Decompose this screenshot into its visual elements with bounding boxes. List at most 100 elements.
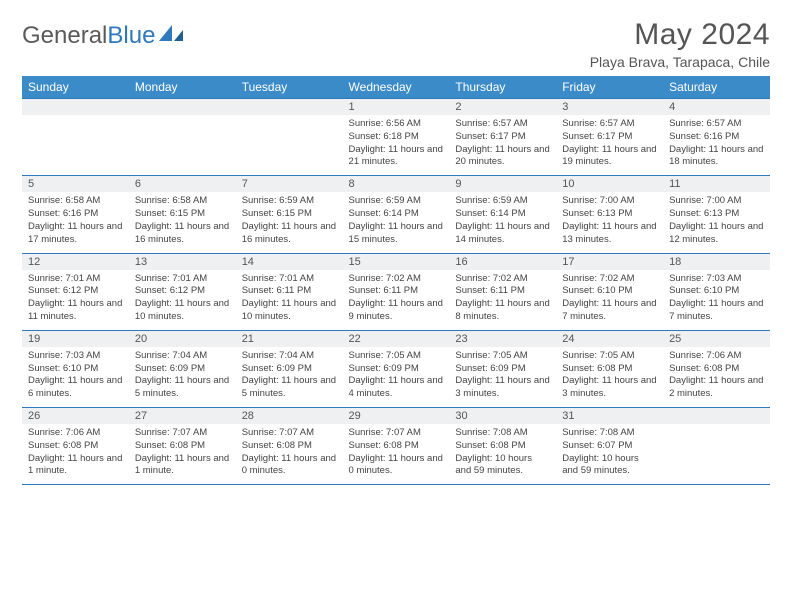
sunset-text: Sunset: 6:16 PM — [28, 208, 123, 221]
sunset-text: Sunset: 6:11 PM — [242, 285, 337, 298]
daylight-text: Daylight: 11 hours and 8 minutes. — [455, 298, 550, 324]
calendar-day-cell: 29Sunrise: 7:07 AMSunset: 6:08 PMDayligh… — [343, 408, 450, 485]
sunrise-text: Sunrise: 7:07 AM — [135, 427, 230, 440]
sunset-text: Sunset: 6:08 PM — [455, 440, 550, 453]
dow-friday: Friday — [556, 76, 663, 99]
calendar-day-cell — [129, 99, 236, 176]
sunset-text: Sunset: 6:14 PM — [349, 208, 444, 221]
day-number: 23 — [449, 331, 556, 347]
calendar-week-row: 5Sunrise: 6:58 AMSunset: 6:16 PMDaylight… — [22, 176, 770, 253]
day-details: Sunrise: 7:00 AMSunset: 6:13 PMDaylight:… — [556, 192, 663, 252]
calendar-day-cell — [663, 408, 770, 485]
sunset-text: Sunset: 6:12 PM — [28, 285, 123, 298]
day-number — [22, 99, 129, 115]
calendar-day-cell: 26Sunrise: 7:06 AMSunset: 6:08 PMDayligh… — [22, 408, 129, 485]
day-number: 21 — [236, 331, 343, 347]
daylight-text: Daylight: 11 hours and 9 minutes. — [349, 298, 444, 324]
day-number: 28 — [236, 408, 343, 424]
calendar-page: GeneralBlue May 2024 Playa Brava, Tarapa… — [0, 0, 792, 485]
sunset-text: Sunset: 6:12 PM — [135, 285, 230, 298]
day-details — [22, 115, 129, 173]
daylight-text: Daylight: 11 hours and 1 minute. — [135, 453, 230, 479]
header: GeneralBlue May 2024 Playa Brava, Tarapa… — [22, 18, 770, 70]
day-number: 13 — [129, 254, 236, 270]
sunrise-text: Sunrise: 6:56 AM — [349, 118, 444, 131]
calendar-day-cell: 16Sunrise: 7:02 AMSunset: 6:11 PMDayligh… — [449, 253, 556, 330]
sunset-text: Sunset: 6:17 PM — [562, 131, 657, 144]
brand-part1: General — [22, 22, 107, 50]
day-number: 17 — [556, 254, 663, 270]
day-details: Sunrise: 6:59 AMSunset: 6:15 PMDaylight:… — [236, 192, 343, 252]
day-number: 30 — [449, 408, 556, 424]
calendar-table: Sunday Monday Tuesday Wednesday Thursday… — [22, 76, 770, 485]
daylight-text: Daylight: 11 hours and 6 minutes. — [28, 375, 123, 401]
sunrise-text: Sunrise: 7:05 AM — [562, 350, 657, 363]
day-number: 27 — [129, 408, 236, 424]
sunset-text: Sunset: 6:16 PM — [669, 131, 764, 144]
day-number: 1 — [343, 99, 450, 115]
day-details: Sunrise: 6:58 AMSunset: 6:16 PMDaylight:… — [22, 192, 129, 252]
day-number: 31 — [556, 408, 663, 424]
sunset-text: Sunset: 6:18 PM — [349, 131, 444, 144]
brand-logo: GeneralBlue — [22, 18, 185, 50]
sunset-text: Sunset: 6:08 PM — [135, 440, 230, 453]
day-details: Sunrise: 7:00 AMSunset: 6:13 PMDaylight:… — [663, 192, 770, 252]
calendar-day-cell — [236, 99, 343, 176]
sunrise-text: Sunrise: 7:00 AM — [562, 195, 657, 208]
day-number: 5 — [22, 176, 129, 192]
brand-part2: Blue — [107, 22, 155, 50]
calendar-day-cell: 8Sunrise: 6:59 AMSunset: 6:14 PMDaylight… — [343, 176, 450, 253]
sunset-text: Sunset: 6:08 PM — [562, 363, 657, 376]
brand-sail-icon — [159, 22, 185, 50]
sunrise-text: Sunrise: 7:07 AM — [242, 427, 337, 440]
calendar-day-cell: 27Sunrise: 7:07 AMSunset: 6:08 PMDayligh… — [129, 408, 236, 485]
calendar-day-cell: 9Sunrise: 6:59 AMSunset: 6:14 PMDaylight… — [449, 176, 556, 253]
sunrise-text: Sunrise: 6:57 AM — [455, 118, 550, 131]
daylight-text: Daylight: 11 hours and 18 minutes. — [669, 144, 764, 170]
day-details: Sunrise: 7:03 AMSunset: 6:10 PMDaylight:… — [22, 347, 129, 407]
calendar-day-cell: 2Sunrise: 6:57 AMSunset: 6:17 PMDaylight… — [449, 99, 556, 176]
dow-wednesday: Wednesday — [343, 76, 450, 99]
dow-monday: Monday — [129, 76, 236, 99]
day-details: Sunrise: 7:07 AMSunset: 6:08 PMDaylight:… — [129, 424, 236, 484]
day-number: 6 — [129, 176, 236, 192]
daylight-text: Daylight: 11 hours and 11 minutes. — [28, 298, 123, 324]
calendar-day-cell: 28Sunrise: 7:07 AMSunset: 6:08 PMDayligh… — [236, 408, 343, 485]
calendar-day-cell: 23Sunrise: 7:05 AMSunset: 6:09 PMDayligh… — [449, 330, 556, 407]
calendar-day-cell: 19Sunrise: 7:03 AMSunset: 6:10 PMDayligh… — [22, 330, 129, 407]
calendar-day-cell: 30Sunrise: 7:08 AMSunset: 6:08 PMDayligh… — [449, 408, 556, 485]
calendar-day-cell: 21Sunrise: 7:04 AMSunset: 6:09 PMDayligh… — [236, 330, 343, 407]
sunset-text: Sunset: 6:17 PM — [455, 131, 550, 144]
daylight-text: Daylight: 11 hours and 0 minutes. — [242, 453, 337, 479]
dow-tuesday: Tuesday — [236, 76, 343, 99]
daylight-text: Daylight: 11 hours and 19 minutes. — [562, 144, 657, 170]
calendar-day-cell: 12Sunrise: 7:01 AMSunset: 6:12 PMDayligh… — [22, 253, 129, 330]
calendar-week-row: 26Sunrise: 7:06 AMSunset: 6:08 PMDayligh… — [22, 408, 770, 485]
sunrise-text: Sunrise: 6:59 AM — [242, 195, 337, 208]
day-number: 26 — [22, 408, 129, 424]
calendar-day-cell: 5Sunrise: 6:58 AMSunset: 6:16 PMDaylight… — [22, 176, 129, 253]
day-number: 8 — [343, 176, 450, 192]
sunset-text: Sunset: 6:13 PM — [669, 208, 764, 221]
daylight-text: Daylight: 11 hours and 20 minutes. — [455, 144, 550, 170]
calendar-day-cell: 24Sunrise: 7:05 AMSunset: 6:08 PMDayligh… — [556, 330, 663, 407]
day-number: 9 — [449, 176, 556, 192]
day-details: Sunrise: 7:04 AMSunset: 6:09 PMDaylight:… — [236, 347, 343, 407]
day-details: Sunrise: 7:02 AMSunset: 6:10 PMDaylight:… — [556, 270, 663, 330]
day-number: 24 — [556, 331, 663, 347]
day-number: 15 — [343, 254, 450, 270]
day-number: 12 — [22, 254, 129, 270]
daylight-text: Daylight: 10 hours and 59 minutes. — [455, 453, 550, 479]
day-number: 18 — [663, 254, 770, 270]
day-details: Sunrise: 7:03 AMSunset: 6:10 PMDaylight:… — [663, 270, 770, 330]
sunrise-text: Sunrise: 7:05 AM — [455, 350, 550, 363]
daylight-text: Daylight: 11 hours and 17 minutes. — [28, 221, 123, 247]
day-details: Sunrise: 7:04 AMSunset: 6:09 PMDaylight:… — [129, 347, 236, 407]
dow-thursday: Thursday — [449, 76, 556, 99]
location-label: Playa Brava, Tarapaca, Chile — [590, 54, 770, 70]
sunset-text: Sunset: 6:10 PM — [562, 285, 657, 298]
sunrise-text: Sunrise: 7:04 AM — [242, 350, 337, 363]
calendar-day-cell: 4Sunrise: 6:57 AMSunset: 6:16 PMDaylight… — [663, 99, 770, 176]
day-details: Sunrise: 7:08 AMSunset: 6:08 PMDaylight:… — [449, 424, 556, 484]
sunrise-text: Sunrise: 7:08 AM — [455, 427, 550, 440]
